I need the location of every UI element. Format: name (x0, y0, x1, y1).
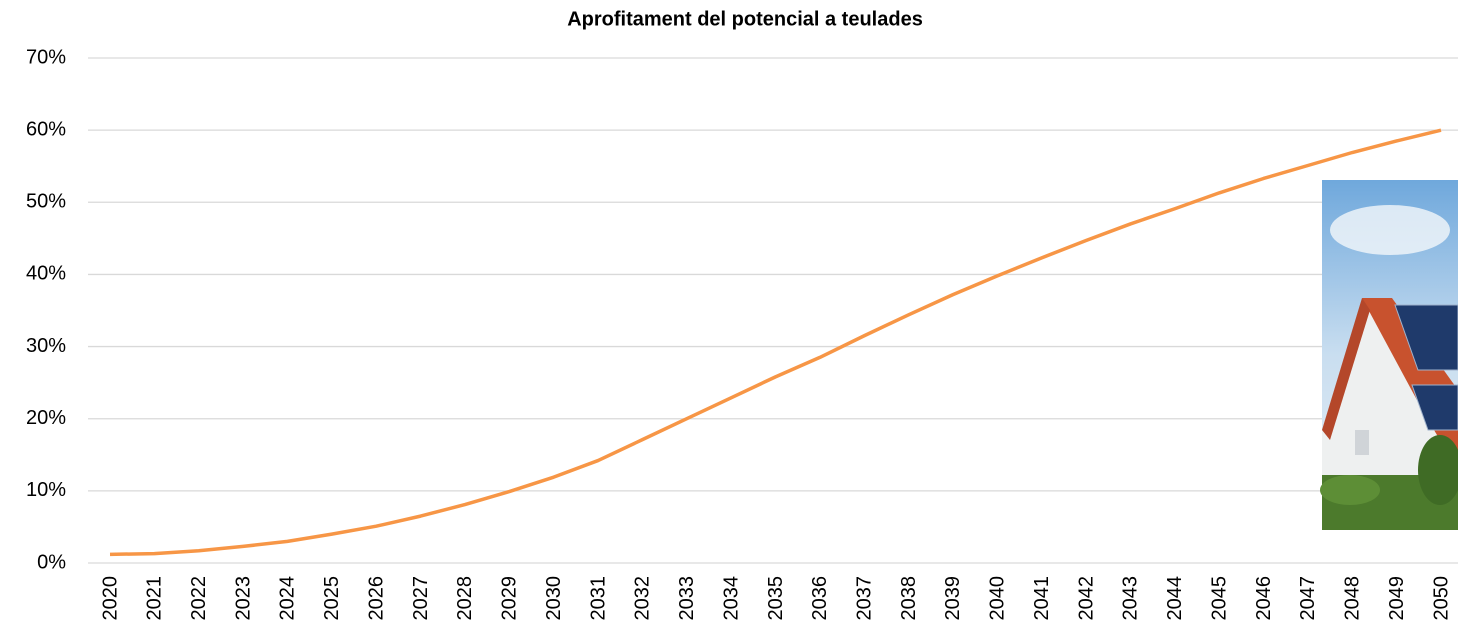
x-tick-label: 2022 (188, 576, 210, 621)
x-tick-label: 2028 (454, 576, 476, 621)
x-tick-label: 2024 (277, 576, 299, 621)
house-photo (1320, 180, 1458, 530)
x-tick-label: 2037 (854, 576, 876, 621)
line (109, 128, 1442, 557)
x-tick-label: 2025 (321, 576, 343, 621)
x-tick-label: 2045 (1208, 576, 1230, 621)
x-tick-label: 2020 (99, 576, 121, 621)
x-tick-label: 2021 (144, 576, 166, 621)
x-tick-label: 2038 (898, 576, 920, 621)
grid: 0% 10% 20% 30% 40% 50% 60% 70% (26, 46, 1458, 573)
x-tick-label: 2049 (1386, 576, 1408, 621)
x-tick-label: 2039 (942, 576, 964, 621)
x-tick-label: 2047 (1297, 576, 1319, 621)
x-tick-label: 2048 (1342, 576, 1364, 621)
y-tick-label: 40% (26, 263, 66, 285)
x-tick-label: 2041 (1031, 576, 1053, 621)
x-tick-label: 2029 (499, 576, 521, 621)
x-tick-label: 2031 (587, 576, 609, 621)
x-tick-label: 2040 (987, 576, 1009, 621)
y-tick-label: 10% (26, 479, 66, 501)
y-tick-label: 70% (26, 46, 66, 68)
chart-title: Aprofitament del potencial a teulades (567, 8, 923, 30)
y-tick-label: 50% (26, 191, 66, 213)
plot: 2020 2021 2022 2023 2024 2025 2026 2027 2028 2029… (99, 128, 1452, 621)
x-tick-label: 2023 (232, 576, 254, 621)
x-tick-label: 2044 (1164, 576, 1186, 621)
x-tick-label: 2036 (809, 576, 831, 621)
y-tick-label: 0% (37, 551, 66, 573)
x-tick-label: 2035 (765, 576, 787, 621)
x-tick-label: 2026 (365, 576, 387, 621)
x-tick-label: 2042 (1075, 576, 1097, 621)
y-tick-label: 20% (26, 407, 66, 429)
x-tick-label: 2034 (720, 576, 742, 621)
x-tick-label: 2027 (410, 576, 432, 621)
x-tick-label: 2050 (1430, 576, 1452, 621)
x-tick-label: 2033 (676, 576, 698, 621)
x-tick-label: 2046 (1253, 576, 1275, 621)
x-tick-label: 2030 (543, 576, 565, 621)
x-tick-label: 2043 (1120, 576, 1142, 621)
y-tick-label: 60% (26, 118, 66, 140)
x-tick-label: 2032 (632, 576, 654, 621)
y-tick-label: 30% (26, 335, 66, 357)
